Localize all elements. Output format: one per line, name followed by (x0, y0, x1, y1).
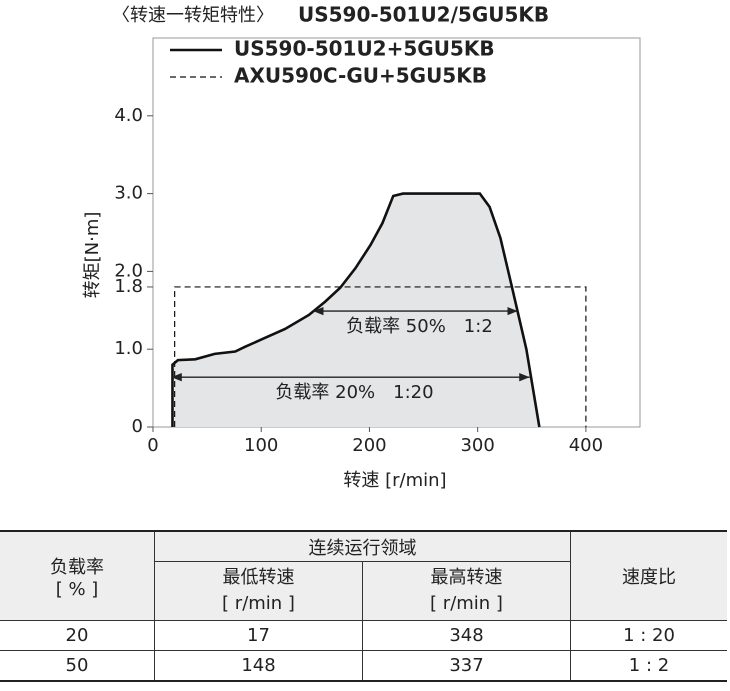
header-unit: [ r/min ] (222, 593, 295, 614)
table: 负载率[ % ] 连续运行领域 速度比 最低转速 [ r/min ] 最高转速 [ … (0, 530, 727, 682)
legend-label: AXU590C-GU+5GU5KB (234, 64, 487, 88)
header-unit: [ r/min ] (430, 593, 503, 614)
chart-title: 〈转速一转矩特性〉 (112, 5, 274, 26)
table-cell: 20 (0, 620, 155, 651)
x-tick-label: 300 (460, 435, 494, 456)
table-cell: 50 (0, 650, 155, 682)
header-cell: 最低转速 [ r/min ] (154, 561, 363, 621)
header-text: 负载率 (50, 556, 104, 578)
y-tick-label: 4.0 (114, 105, 143, 126)
header-unit: [ % ] (55, 578, 99, 600)
x-axis-label: 转速 [r/min] (343, 470, 446, 491)
y-axis-label: 转矩[N·m] (82, 212, 103, 299)
header-cell: 连续运行领域 (154, 530, 571, 562)
header-cell: 速度比 (570, 530, 727, 621)
table-cell: 348 (362, 620, 571, 651)
series-line (171, 192, 541, 428)
annotation-text: 负载率 20% 1:20 (275, 382, 433, 403)
legend-label: US590-501U2+5GU5KB (234, 37, 495, 61)
y-tick-label: 0 (132, 416, 143, 437)
series-line (174, 286, 587, 427)
table-row: 20 17 348 1 : 20 (0, 620, 727, 651)
annotation-text: 负载率 50% 1:2 (346, 316, 493, 337)
y-tick-label: 1.0 (114, 338, 143, 359)
x-tick-label: 200 (352, 435, 386, 456)
table-cell: 17 (154, 620, 363, 651)
y-tick-label: 3.0 (114, 183, 143, 204)
table-cell: 1 : 2 (570, 650, 727, 682)
y-tick-label: 1.8 (114, 276, 143, 297)
table-row: 50 148 337 1 : 2 (0, 650, 727, 682)
header-text: 最低转速 (222, 567, 295, 588)
table-cell: 1 : 20 (570, 620, 727, 651)
header-cell: 负载率[ % ] (0, 530, 155, 621)
chart-subtitle: US590-501U2/5GU5KB (298, 3, 549, 27)
y-tick-label: 2.0 (114, 260, 143, 281)
table-cell: 337 (362, 650, 571, 682)
header-text: 最高转速 (430, 567, 503, 588)
x-tick-label: 0 (147, 435, 158, 456)
header-cell: 最高转速 [ r/min ] (362, 561, 571, 621)
x-tick-label: 400 (569, 435, 603, 456)
table-cell: 148 (154, 650, 363, 682)
x-tick-label: 100 (244, 435, 278, 456)
chart: 〈转速一转矩特性〉 US590-501U2/5GU5KB 转速 [r/min] … (82, 3, 641, 491)
